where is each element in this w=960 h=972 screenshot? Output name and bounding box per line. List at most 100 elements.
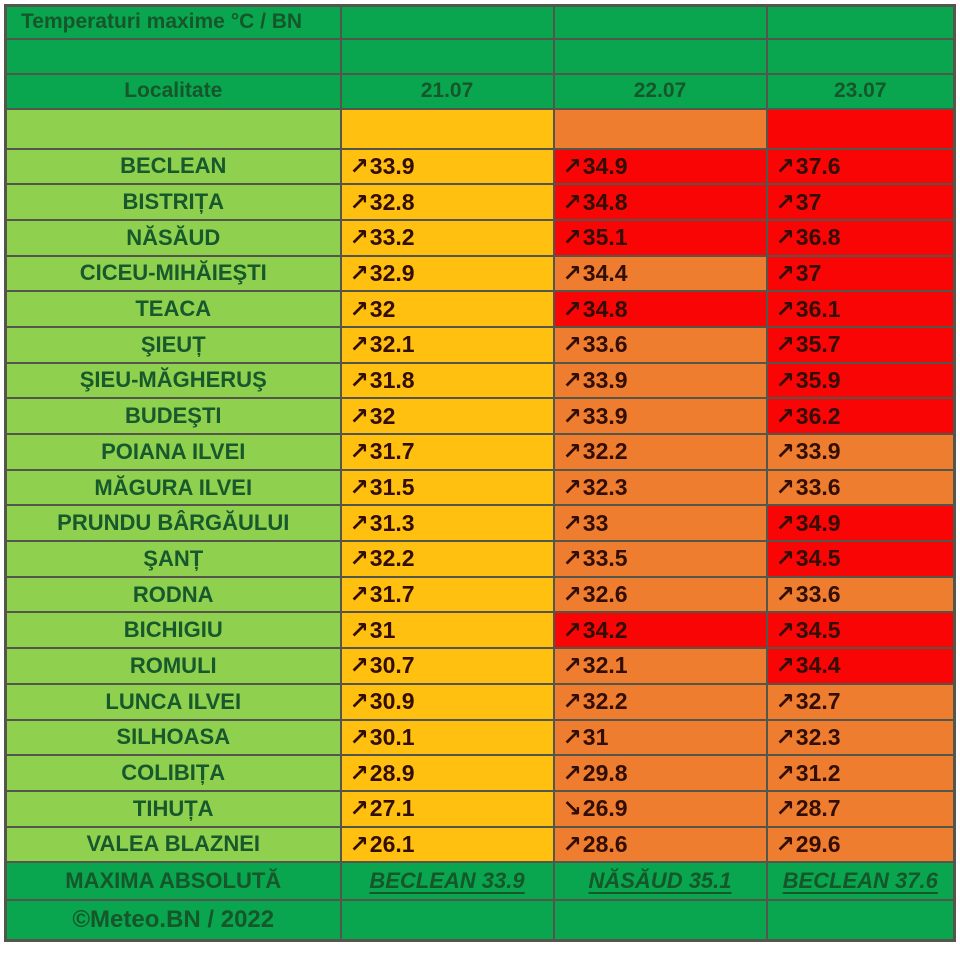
trend-up-icon: ↗ [562,652,582,679]
temperature-cell: ↗32 [339,397,555,435]
legend-band-row [4,107,956,150]
temperature-value: 34.2 [582,616,628,643]
locality-cell: BICHIGIU [4,611,342,650]
maxima-label: MAXIMA ABSOLUTĂ [4,861,342,902]
trend-up-icon: ↗ [349,331,369,358]
temperature-value: 31.7 [369,581,415,608]
table-row: BICHIGIU ↗31 ↗34.2 ↗34.5 [4,611,956,650]
temperature-value: 34.5 [795,616,841,643]
empty-cell [765,4,956,40]
temperature-cell: ↗32.9 [339,254,555,293]
table-row: ŞIEUȚ ↗32.1 ↗33.6 ↗35.7 [4,325,956,364]
temperature-cell: ↗37.6 [765,147,956,186]
temperature-cell: ↗37 [765,254,956,293]
temperature-cell: ↗35.1 [552,218,768,257]
temperature-cell: ↗35.9 [765,361,956,400]
temperature-value: 26.1 [369,830,415,857]
table-row: COLIBIȚA ↗28.9 ↗29.8 ↗31.2 [4,754,956,792]
temperature-cell: ↗31 [339,611,555,650]
temperature-value: 34.5 [795,545,841,572]
temperature-value: 33.9 [369,152,415,179]
temperature-cell: ↗34.9 [552,147,768,186]
trend-up-icon: ↗ [349,581,369,608]
trend-up-icon: ↗ [562,616,582,643]
trend-up-icon: ↗ [349,259,369,286]
temperature-cell: ↗30.9 [339,682,555,721]
temperature-cell: ↗29.8 [552,754,768,792]
maxima-row: MAXIMA ABSOLUTĂ BECLEAN 33.9 NĂSĂUD 35.1… [4,861,956,902]
temperature-cell: ↗32.1 [552,647,768,685]
locality-cell: BECLEAN [4,147,342,186]
temperature-cell: ↗33.9 [765,433,956,471]
temperature-value: 32.2 [582,688,628,715]
temperature-cell: ↗36.8 [765,218,956,257]
temperature-value: 31.3 [369,509,415,536]
temperature-cell: ↗34.8 [552,183,768,221]
locality-cell: ŞIEU-MĂGHERUŞ [4,361,342,400]
trend-up-icon: ↗ [775,688,795,715]
temperature-cell: ↗32.2 [339,540,555,578]
temperature-cell: ↗32.8 [339,183,555,221]
column-header-locality: Localitate [4,72,342,110]
temperature-value: 35.9 [795,366,841,393]
temperature-value: 32.8 [369,188,415,215]
trend-down-icon: ↘ [562,795,582,822]
trend-up-icon: ↗ [349,723,369,750]
trend-up-icon: ↗ [775,652,795,679]
temperature-value: 33.2 [369,224,415,251]
trend-up-icon: ↗ [349,830,369,857]
temperature-cell: ↗31.3 [339,504,555,543]
empty-cell [339,37,555,75]
temperature-cell: ↗34.4 [765,647,956,685]
trend-up-icon: ↗ [349,295,369,322]
temperature-value: 34.9 [582,152,628,179]
locality-cell: RODNA [4,575,342,614]
maxima-cell-1: BECLEAN 33.9 [339,861,555,902]
temperature-table: Temperaturi maxime °C / BN Localitate 21… [4,4,956,942]
table-row: ROMULI ↗30.7 ↗32.1 ↗34.4 [4,647,956,685]
temperature-value: 27.1 [369,795,415,822]
temperature-value: 31.2 [795,759,841,786]
temperature-cell: ↗32.3 [552,468,768,507]
empty-cell [339,4,555,40]
temperature-value: 31 [582,723,609,750]
locality-cell: LUNCA ILVEI [4,682,342,721]
temperature-value: 29.6 [795,830,841,857]
trend-up-icon: ↗ [562,759,582,786]
trend-up-icon: ↗ [775,366,795,393]
trend-up-icon: ↗ [775,331,795,358]
temperature-value: 33.9 [582,402,628,429]
temperature-cell: ↗34.5 [765,540,956,578]
temperature-cell: ↗33.2 [339,218,555,257]
temperature-cell: ↗33.6 [552,325,768,364]
locality-cell: ŞANȚ [4,540,342,578]
table-row: ŞANȚ ↗32.2 ↗33.5 ↗34.5 [4,540,956,578]
temperature-cell: ↗26.1 [339,825,555,864]
temperature-value: 32.2 [369,545,415,572]
table-row: LUNCA ILVEI ↗30.9 ↗32.2 ↗32.7 [4,682,956,721]
empty-cell [552,899,768,942]
temperature-value: 31.7 [369,438,415,465]
trend-up-icon: ↗ [562,366,582,393]
trend-up-icon: ↗ [349,795,369,822]
legend-band-cell-yellow [339,107,555,150]
trend-up-icon: ↗ [775,581,795,608]
trend-up-icon: ↗ [349,224,369,251]
temperature-value: 28.7 [795,795,841,822]
temperature-value: 35.7 [795,331,841,358]
temperature-value: 31.8 [369,366,415,393]
trend-up-icon: ↗ [775,509,795,536]
locality-cell: POIANA ILVEI [4,433,342,471]
trend-up-icon: ↗ [349,616,369,643]
temperature-cell: ↗34.2 [552,611,768,650]
trend-up-icon: ↗ [775,545,795,572]
trend-up-icon: ↗ [562,545,582,572]
trend-up-icon: ↗ [562,259,582,286]
trend-up-icon: ↗ [775,830,795,857]
trend-up-icon: ↗ [562,509,582,536]
temperature-value: 33.5 [582,545,628,572]
temperature-value: 32.1 [582,652,628,679]
temperature-cell: ↗33.5 [552,540,768,578]
table-row: MĂGURA ILVEI ↗31.5 ↗32.3 ↗33.6 [4,468,956,507]
temperature-value: 34.8 [582,188,628,215]
